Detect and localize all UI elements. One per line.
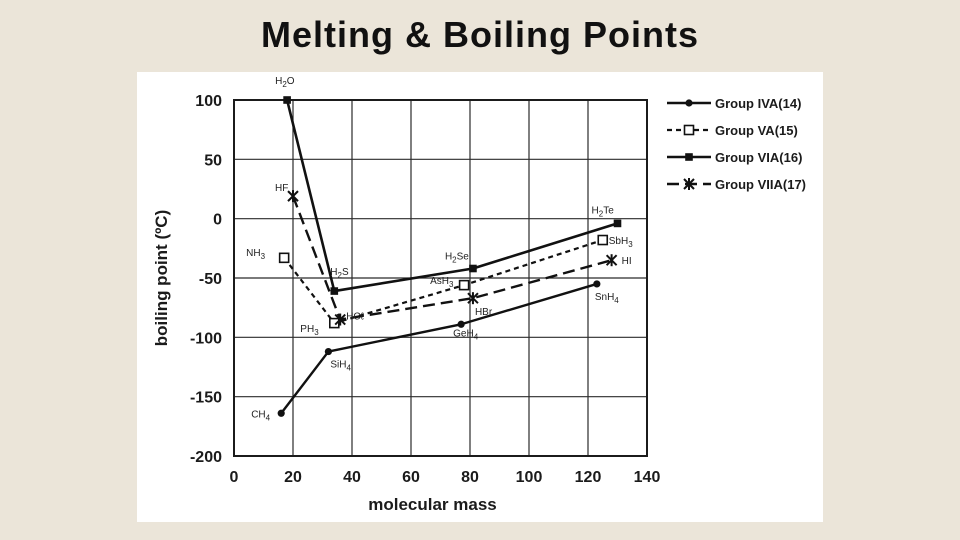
- point-label: H2S: [330, 267, 349, 280]
- data-point: [458, 279, 470, 291]
- y-axis-label: boiling point (ºC): [152, 210, 171, 347]
- legend: Group IVA(14) Group VA(15) Group VIA(16) Gr…: [667, 96, 806, 192]
- legend-label: Group IVA(14): [715, 96, 801, 111]
- point-label: H2O: [275, 76, 295, 89]
- plot-frame: [233, 99, 648, 457]
- series-group-iva-14: CH4 SiH4 GeH4 SnH4: [251, 280, 619, 422]
- grid-lines: [233, 99, 648, 457]
- legend-label: Group VIIA(17): [715, 177, 806, 192]
- point-label: SiH4: [330, 360, 351, 373]
- point-label: HCℓ: [346, 312, 364, 323]
- data-point: [283, 96, 291, 104]
- y-tick-label: -100: [190, 330, 222, 347]
- y-tick-label: -50: [199, 271, 222, 288]
- data-point: [613, 219, 622, 228]
- legend-item: Group VA(15): [667, 123, 798, 138]
- x-tick-label: 20: [284, 469, 302, 486]
- series-group-via-16: H2O H2S H2Se H2Te: [275, 76, 622, 295]
- point-label: HI: [622, 256, 632, 267]
- series-line: [291, 195, 612, 321]
- series-line: [283, 238, 604, 325]
- point-label: HF: [275, 183, 288, 194]
- data-point: [467, 292, 479, 305]
- point-label: AsH3: [430, 276, 454, 289]
- slide-title: Melting & Boiling Points: [261, 14, 699, 55]
- x-tick-label: 0: [230, 469, 239, 486]
- chart-panel: 0 20 40 60 80 100 120 140 100 50 0 -50 -100 -150 -200 m…: [137, 72, 823, 522]
- legend-marker: [685, 99, 693, 107]
- point-label: PH3: [300, 324, 319, 337]
- data-point: [457, 320, 465, 328]
- legend-label: Group VA(15): [715, 123, 798, 138]
- y-tick-label: 100: [195, 93, 222, 110]
- data-point: [287, 190, 299, 203]
- data-point: [334, 313, 346, 326]
- legend-item: Group IVA(14): [667, 96, 801, 111]
- legend-item: Group VIA(16): [667, 150, 802, 165]
- x-tick-label: 80: [461, 469, 479, 486]
- data-point: [277, 409, 285, 417]
- x-axis-label: molecular mass: [368, 495, 497, 514]
- point-label: SbH3: [609, 236, 633, 249]
- x-tick-label: 100: [516, 469, 543, 486]
- legend-marker: [683, 124, 695, 136]
- point-label: GeH4: [453, 328, 479, 341]
- data-point: [329, 317, 340, 329]
- point-label: H2Se: [445, 252, 469, 265]
- point-label: SnH4: [595, 292, 619, 305]
- data-point: [278, 252, 290, 264]
- x-tick-label: 140: [634, 469, 661, 486]
- data-point: [324, 347, 332, 356]
- data-point: [605, 254, 618, 267]
- series-group-va-15: NH3 PH3 AsH3 SbH3: [246, 234, 633, 337]
- legend-label: Group VIA(16): [715, 150, 802, 165]
- data-point: [597, 234, 609, 246]
- boiling-point-chart: 0 20 40 60 80 100 120 140 100 50 0 -50 -100 -150 -200 m…: [152, 76, 806, 514]
- y-tick-label: 50: [204, 152, 222, 169]
- point-label: CH4: [251, 409, 270, 422]
- y-tick-label: -200: [190, 449, 222, 466]
- data-point: [593, 280, 601, 288]
- data-point: [330, 287, 339, 295]
- legend-item: Group VIIA(17): [667, 177, 806, 192]
- series-group-viia-17: HF HCℓ HBr HI: [275, 183, 632, 326]
- legend-marker: [685, 153, 693, 161]
- x-tick-label: 40: [343, 469, 361, 486]
- series-line: [285, 99, 618, 293]
- data-point: [469, 264, 477, 273]
- y-tick-label: 0: [213, 212, 222, 229]
- y-tick-label: -150: [190, 390, 222, 407]
- point-label: NH3: [246, 248, 265, 261]
- legend-marker: [683, 178, 695, 190]
- x-tick-label: 120: [575, 469, 602, 486]
- series-line: [280, 282, 598, 415]
- x-tick-label: 60: [402, 469, 420, 486]
- point-label: H2Te: [592, 205, 615, 218]
- point-label: HBr: [475, 307, 493, 318]
